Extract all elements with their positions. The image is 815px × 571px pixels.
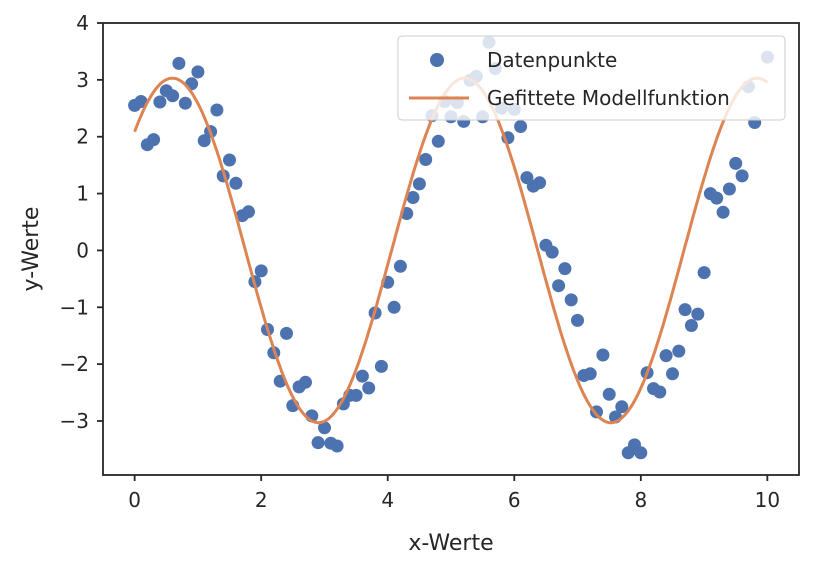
data-point — [571, 313, 584, 327]
data-point — [533, 176, 547, 190]
plot-frame — [102, 22, 800, 476]
data-point — [153, 95, 167, 109]
x-axis-label: x-Werte — [408, 531, 493, 556]
data-point — [223, 153, 236, 167]
data-point — [147, 133, 161, 147]
data-point — [659, 349, 673, 363]
data-point — [678, 303, 692, 317]
data-point — [355, 369, 369, 383]
data-point — [653, 385, 667, 399]
y-axis-label: y-Werte — [19, 207, 44, 292]
data-point — [666, 367, 679, 381]
data-point — [419, 153, 433, 166]
data-point — [387, 300, 401, 314]
data-point — [672, 344, 686, 358]
data-point — [242, 205, 255, 219]
y-tick-label: 0 — [76, 238, 89, 262]
data-point — [412, 177, 426, 191]
data-point — [634, 446, 648, 460]
data-point — [406, 191, 420, 204]
y-tick-label: 1 — [76, 182, 89, 206]
data-point — [691, 307, 705, 321]
data-point — [254, 264, 268, 278]
legend: Datenpunkte Gefittete Modellfunktion — [397, 35, 786, 121]
data-point — [172, 56, 186, 70]
data-point — [210, 103, 224, 117]
data-point — [583, 367, 597, 381]
x-tick-label: 10 — [755, 488, 780, 512]
legend-label-fit: Gefittete Modellfunktion — [487, 86, 730, 110]
data-point — [166, 89, 180, 103]
data-point — [134, 95, 148, 108]
data-point — [362, 381, 376, 395]
data-point — [564, 293, 578, 307]
data-point — [191, 65, 205, 79]
y-tick-label: 3 — [76, 68, 89, 92]
data-point — [729, 156, 743, 170]
data-point — [710, 191, 724, 205]
x-tick-label: 0 — [128, 488, 141, 512]
legend-marker-datenpunkte — [430, 53, 444, 67]
data-point — [558, 262, 572, 276]
x-tick-label: 6 — [508, 488, 521, 512]
data-point — [684, 319, 698, 332]
data-point — [349, 388, 363, 402]
data-point — [716, 205, 730, 219]
x-tick-label: 8 — [634, 488, 647, 512]
y-tick-label: −3 — [60, 409, 89, 433]
data-point — [311, 436, 325, 450]
scatter-points — [128, 35, 774, 460]
data-point — [697, 266, 711, 280]
data-point — [197, 134, 211, 148]
data-point — [431, 134, 445, 148]
legend-box — [397, 35, 786, 121]
y-tick-label: −1 — [60, 295, 89, 319]
data-point — [602, 387, 616, 401]
y-tick-label: 2 — [76, 125, 89, 149]
data-point — [393, 259, 407, 273]
data-point — [178, 96, 192, 110]
x-tick-label: 2 — [255, 488, 268, 512]
x-tick-label: 4 — [381, 488, 394, 512]
y-tick-label: 4 — [76, 11, 89, 35]
data-point — [229, 176, 243, 190]
data-point — [722, 182, 736, 196]
legend-label-datenpunkte: Datenpunkte — [487, 48, 617, 72]
data-point — [514, 120, 528, 133]
data-point — [735, 169, 749, 183]
data-point — [330, 439, 344, 453]
axis-ticks: 0 2 4 6 8 10 −3 −2 −1 0 1 2 3 4 — [60, 11, 781, 512]
data-point — [552, 279, 566, 293]
data-point — [615, 400, 629, 414]
data-point — [318, 421, 331, 435]
data-point — [299, 375, 312, 389]
data-point — [374, 359, 388, 373]
data-point — [545, 245, 559, 259]
data-point — [280, 326, 293, 340]
data-point — [596, 348, 610, 362]
y-tick-label: −2 — [60, 352, 89, 376]
